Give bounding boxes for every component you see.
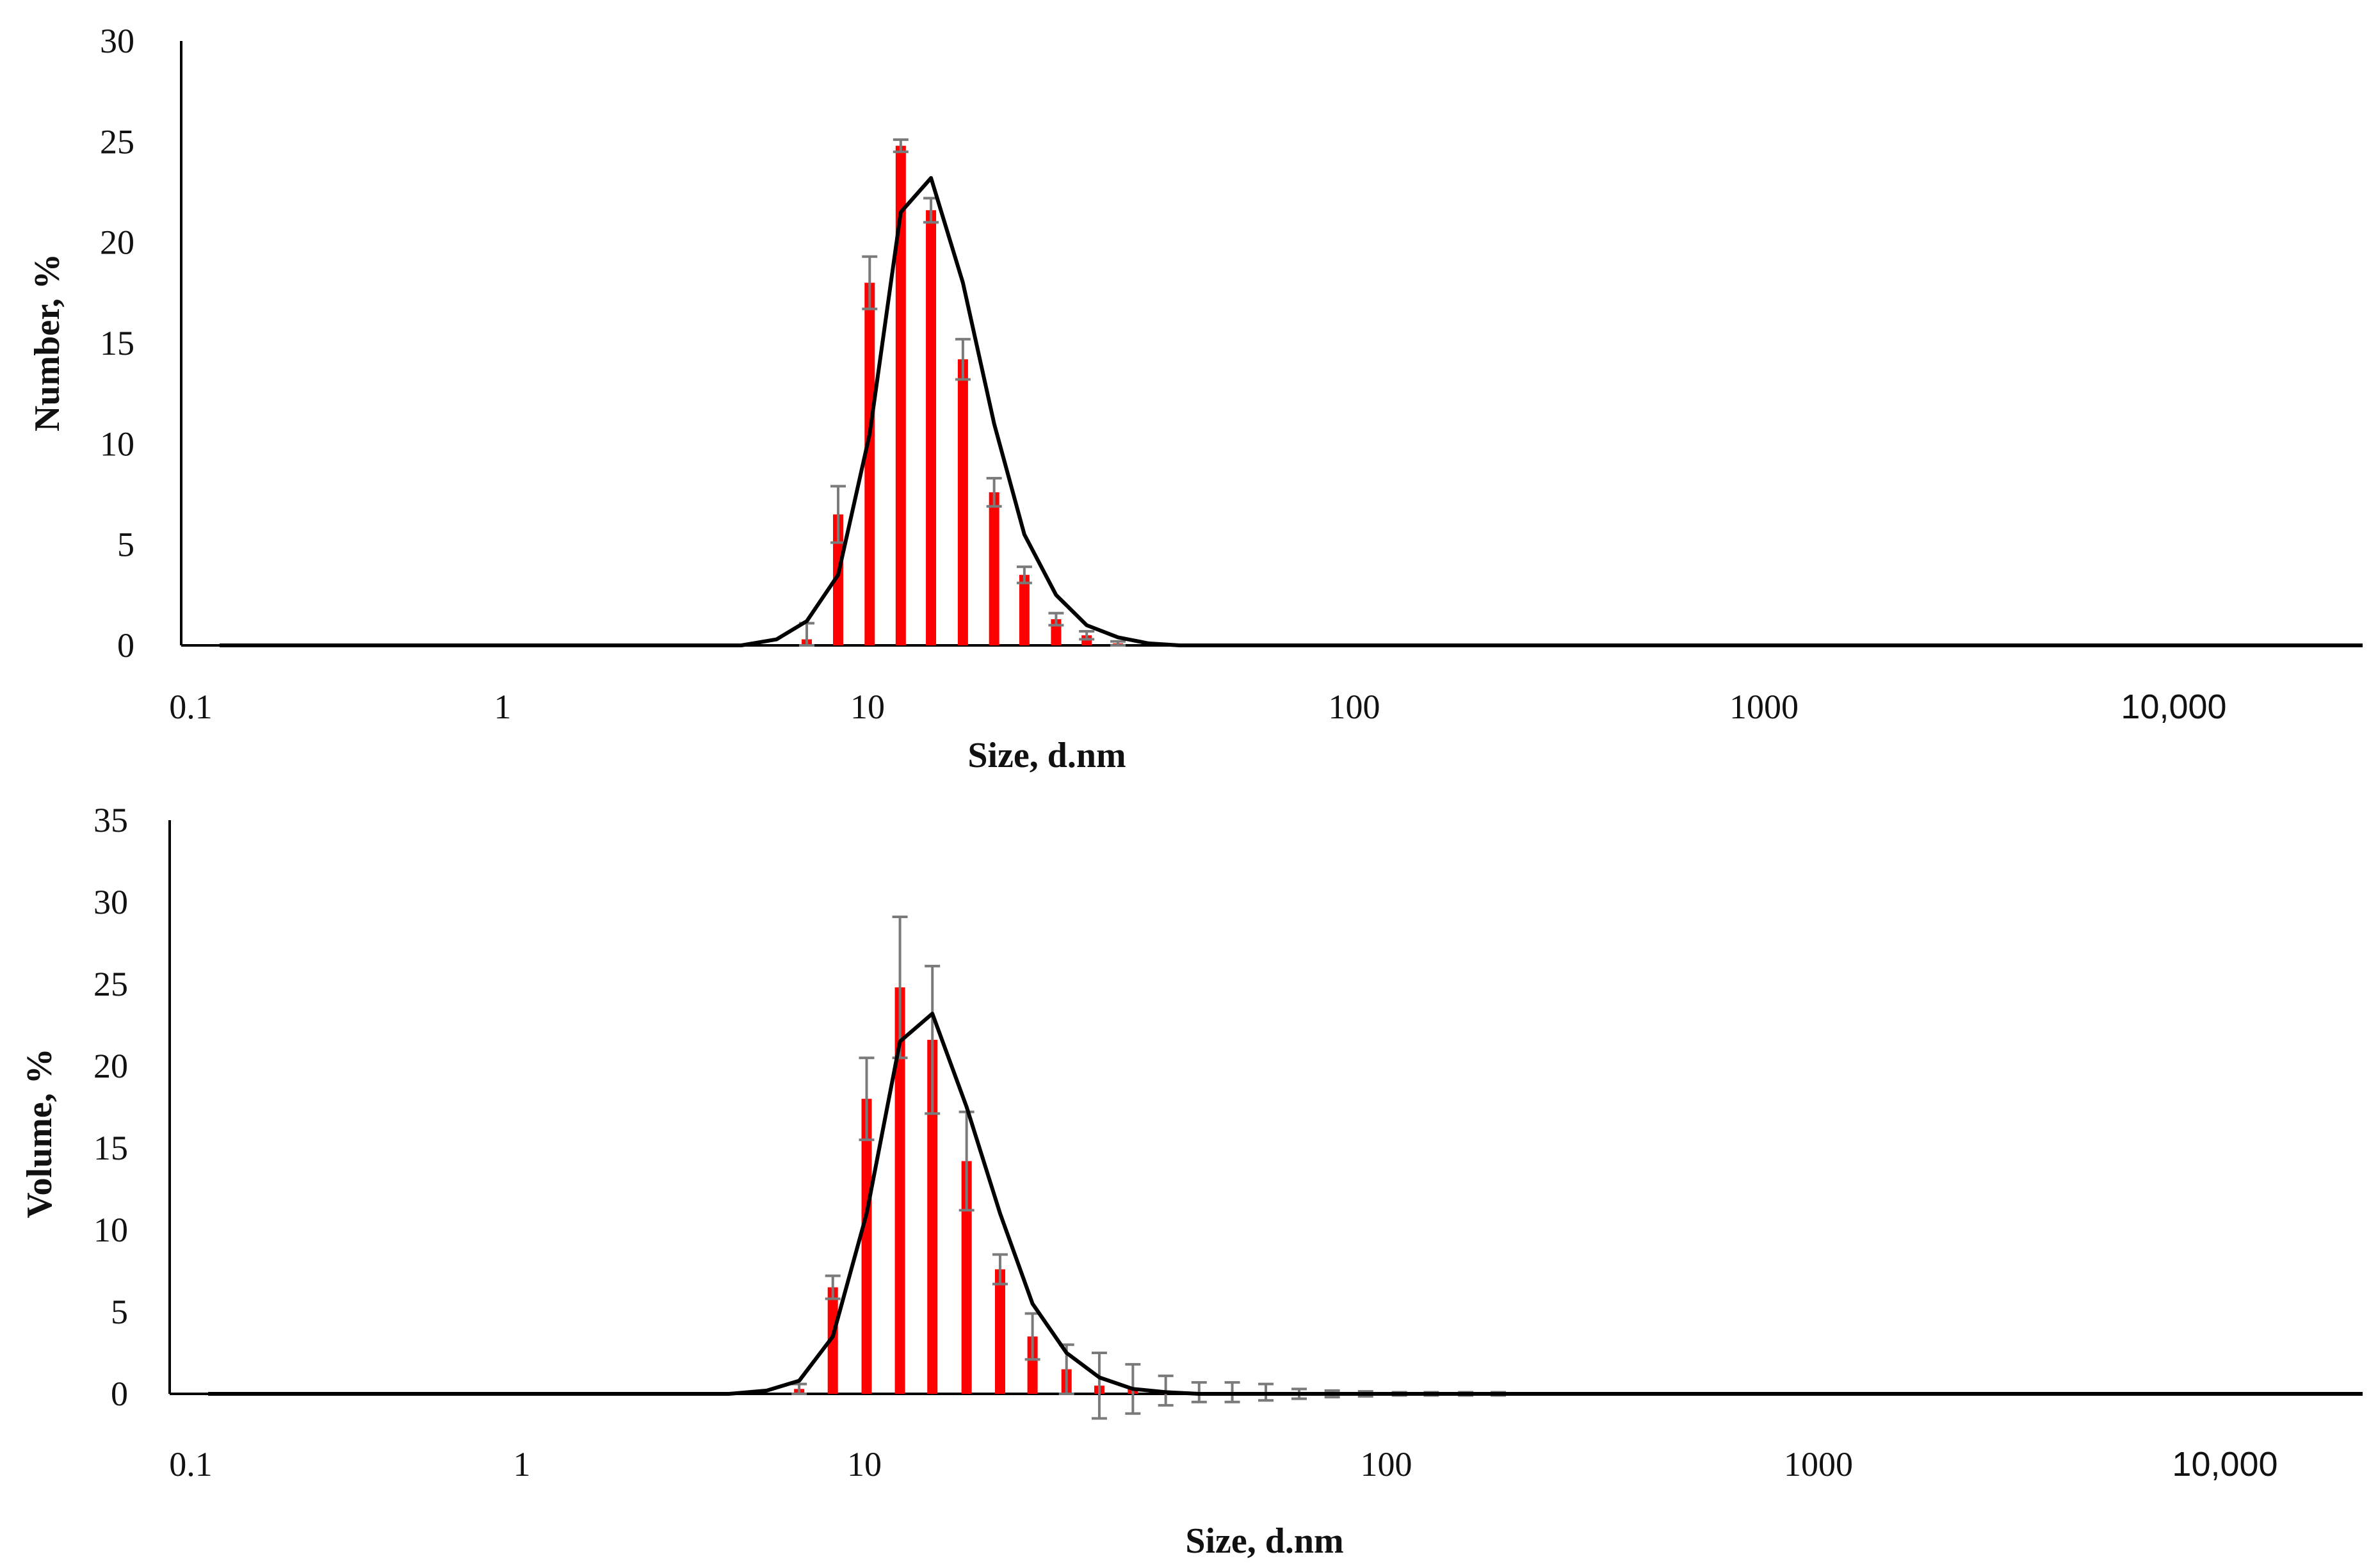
error-bar — [1016, 565, 1032, 585]
bar — [961, 1161, 972, 1394]
x-tick-label: 1 — [514, 1445, 531, 1483]
bar — [895, 145, 906, 646]
y-tick-label: 20 — [93, 1047, 128, 1085]
bars — [802, 145, 1124, 646]
y-tick-label: 5 — [111, 1293, 128, 1331]
y-tick-label: 5 — [117, 526, 134, 564]
error-bar — [955, 337, 971, 381]
x-tick-label: 10,000 — [2121, 688, 2226, 726]
error-bar — [1110, 640, 1126, 647]
error-bar — [892, 916, 908, 1060]
x-tick-label: 0.1 — [169, 688, 213, 726]
error-bar — [992, 1253, 1008, 1286]
bar — [1019, 574, 1030, 645]
x-tick-label: 10 — [847, 1445, 882, 1483]
error-bar — [859, 1056, 875, 1142]
x-axis-title: Size, d.nm — [1185, 1521, 1343, 1561]
x-tick-label: 1 — [494, 688, 512, 726]
y-tick-label: 0 — [111, 1375, 128, 1413]
x-tick-label: 10 — [850, 688, 885, 726]
y-tick-label: 10 — [100, 424, 134, 463]
bar — [833, 514, 844, 645]
y-tick-label: 25 — [100, 122, 134, 161]
x-tick-label: 1000 — [1729, 688, 1799, 726]
x-tick-label: 0.1 — [169, 1445, 213, 1483]
number-chart: 0 5 10 15 20 25 30 0.1 1 10 100 1000 10,000 Number,… — [28, 22, 2363, 775]
x-axis-title: Size, d.nm — [967, 736, 1126, 775]
bar — [927, 1040, 938, 1394]
y-tick-label: 25 — [93, 965, 128, 1003]
y-axis-title: Number, % — [28, 254, 67, 432]
error-bar — [830, 485, 846, 544]
error-bars — [799, 138, 1126, 647]
y-tick-labels: 0 5 10 15 20 25 30 — [100, 22, 134, 665]
bar — [861, 1099, 872, 1394]
fit-curve — [220, 176, 2363, 647]
y-tick-labels: 0 5 10 15 20 25 30 35 — [93, 801, 128, 1413]
volume-chart: 0 5 10 15 20 25 30 35 0.1 1 10 100 1000 10,000 Volum… — [20, 801, 2363, 1561]
bar — [894, 987, 905, 1394]
fit-curve — [208, 1012, 2363, 1396]
bar — [994, 1269, 1005, 1394]
bar — [1027, 1336, 1038, 1394]
x-tick-labels: 0.1 1 10 100 1000 10,000 — [169, 1445, 2277, 1483]
error-bar — [825, 1274, 841, 1300]
error-bar — [893, 138, 909, 154]
x-tick-label: 100 — [1361, 1445, 1412, 1483]
x-tick-label: 100 — [1329, 688, 1380, 726]
y-tick-label: 20 — [100, 223, 134, 262]
bar — [926, 210, 937, 645]
error-bar — [791, 1382, 807, 1395]
error-bar — [1091, 1352, 1107, 1420]
y-tick-label: 0 — [117, 626, 134, 665]
bar — [864, 282, 875, 646]
x-tick-label: 10,000 — [2172, 1445, 2277, 1483]
error-bar — [986, 476, 1002, 508]
bar — [957, 359, 968, 645]
y-axis-title: Volume, % — [20, 1048, 60, 1218]
y-tick-label: 35 — [93, 801, 128, 839]
error-bar — [925, 964, 941, 1115]
y-tick-label: 30 — [100, 22, 134, 60]
bar — [989, 492, 999, 645]
x-tick-label: 1000 — [1784, 1445, 1853, 1483]
y-tick-label: 15 — [93, 1129, 128, 1167]
x-tick-labels: 0.1 1 10 100 1000 10,000 — [169, 688, 2226, 726]
y-tick-label: 30 — [93, 883, 128, 921]
error-bar — [1048, 611, 1064, 627]
error-bar — [1079, 629, 1095, 641]
y-tick-label: 15 — [100, 324, 134, 362]
bar — [827, 1287, 838, 1394]
error-bar — [862, 255, 878, 311]
error-bar — [1024, 1312, 1040, 1361]
y-tick-label: 10 — [93, 1211, 128, 1249]
